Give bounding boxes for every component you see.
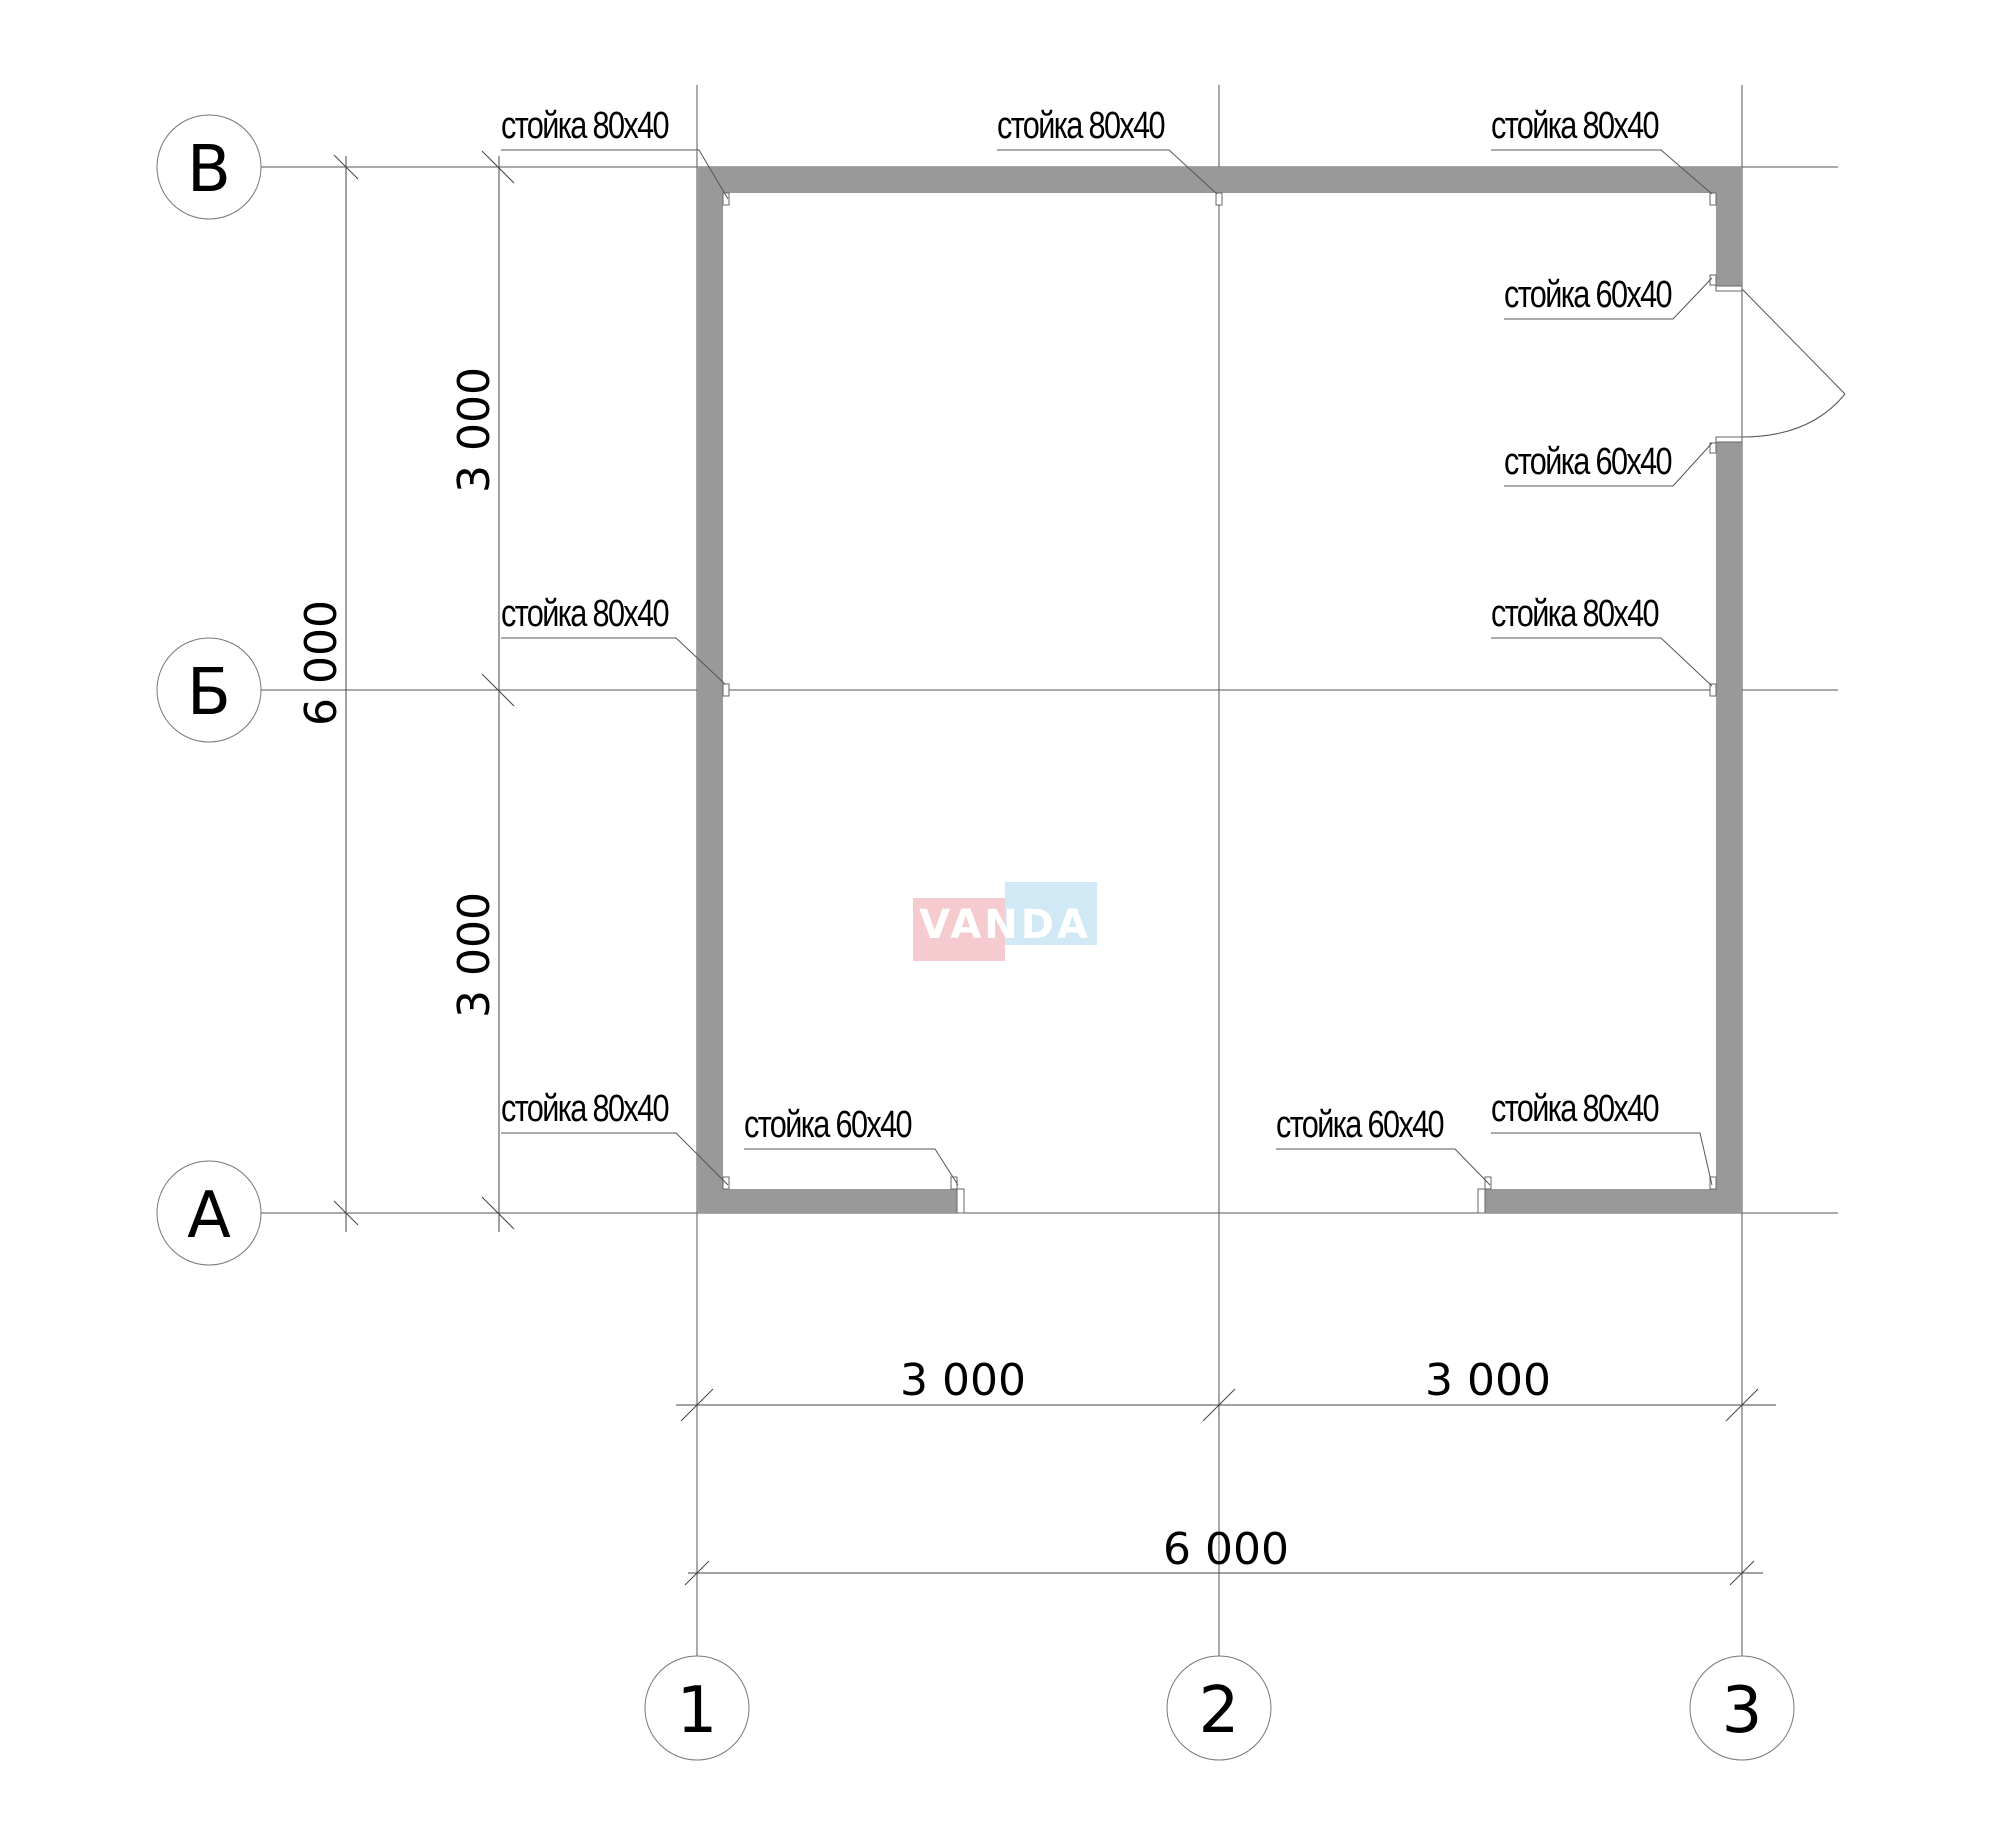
post-label: стойка 80x40: [997, 105, 1165, 147]
dim-vertical-total: 6 000: [296, 600, 347, 726]
door-jamb-top: [1715, 285, 1743, 292]
post: [1709, 683, 1717, 697]
column-label-2: 2: [1199, 1674, 1240, 1748]
dim-horizontal-total: 6 000: [1163, 1524, 1289, 1575]
column-bubble: [644, 1655, 750, 1761]
post-label: стойка 80x40: [501, 105, 669, 147]
row-label-v: В: [187, 133, 231, 207]
post-label: стойка 80x40: [1491, 593, 1659, 635]
dim-tick: [333, 1200, 359, 1226]
door-jamb-bottom: [1715, 436, 1743, 443]
post-label: стойка 80x40: [1491, 1088, 1659, 1130]
wall-bottom-right: [1484, 1189, 1742, 1213]
logo-blue-block: [1005, 882, 1097, 945]
logo-text: VANDA: [919, 902, 1091, 948]
opening-jamb-right: [1477, 1188, 1486, 1214]
door-swing-arc: [1741, 393, 1846, 438]
wall-right-upper: [1716, 167, 1742, 286]
post: [1709, 192, 1717, 206]
label-leader-line: [1491, 1132, 1713, 1186]
label-leader-line: [501, 149, 729, 200]
label-leader-line: [501, 637, 726, 685]
post-label: стойка 60x40: [1504, 274, 1672, 316]
column-label-1: 1: [677, 1674, 718, 1748]
door-leaf: [1741, 288, 1846, 395]
dim-horizontal-part-left: 3 000: [900, 1355, 1026, 1406]
wall-right-lower: [1716, 442, 1742, 1213]
post: [722, 683, 730, 697]
grid-lines: [261, 85, 1838, 1656]
dim-vertical-part-upper: 3 000: [449, 367, 500, 493]
axis-bubbles: В Б А 1 2 3: [156, 114, 1795, 1761]
label-leader-line: [1504, 442, 1713, 487]
dim-vertical-part-lower: 3 000: [449, 892, 500, 1018]
post-label: стойка 80x40: [1491, 105, 1659, 147]
door: [956, 285, 1846, 1214]
dim-tick: [481, 673, 515, 707]
wall-top: [697, 167, 1742, 193]
label-leader-line: [1276, 1148, 1491, 1186]
dim-tick: [1729, 1560, 1755, 1586]
post: [1215, 192, 1223, 206]
wall-left: [697, 167, 723, 1213]
vanda-logo: VANDA: [913, 882, 1097, 961]
dim-tick: [333, 154, 359, 180]
opening-jamb-left: [956, 1188, 965, 1214]
dim-tick: [1202, 1388, 1236, 1422]
walls: [697, 167, 1742, 1213]
dim-horizontal-part-right: 3 000: [1425, 1355, 1551, 1406]
dim-tick: [481, 150, 515, 184]
column-bubble: [1166, 1655, 1272, 1761]
column-label-3: 3: [1722, 1674, 1763, 1748]
label-leader-line: [1504, 277, 1713, 320]
label-leader-line: [1491, 637, 1713, 687]
post-label: стойка 60x40: [1276, 1104, 1444, 1146]
row-bubble: [156, 1160, 262, 1266]
dim-tick: [481, 1196, 515, 1230]
label-leader-line: [997, 149, 1218, 195]
post-label: стойка 60x40: [744, 1104, 912, 1146]
label-leader-line: [501, 1132, 729, 1186]
row-bubble: [156, 114, 262, 220]
post: [1709, 274, 1717, 286]
post: [1709, 1176, 1717, 1190]
logo-pink-block: [913, 898, 1005, 961]
dimensions: 6 000 3 000 3 000 3 000 3 000 6 000: [296, 150, 1776, 1586]
label-leader-line: [1491, 149, 1713, 195]
dim-tick: [1725, 1388, 1759, 1422]
post-labels: стойка 80x40 стойка 80x40 стойка 80x40 стой…: [501, 105, 1713, 1186]
post: [722, 192, 730, 206]
wall-bottom-left: [697, 1189, 957, 1213]
label-leader-line: [744, 1148, 959, 1186]
post-label: стойка 60x40: [1504, 441, 1672, 483]
post-label: стойка 80x40: [501, 1088, 669, 1130]
row-bubble: [156, 637, 262, 743]
dim-tick: [684, 1560, 710, 1586]
column-bubble: [1689, 1655, 1795, 1761]
row-label-b: Б: [187, 656, 231, 730]
post: [1709, 442, 1717, 454]
post-label: стойка 80x40: [501, 593, 669, 635]
row-label-a: А: [187, 1179, 231, 1253]
dim-tick: [680, 1388, 714, 1422]
